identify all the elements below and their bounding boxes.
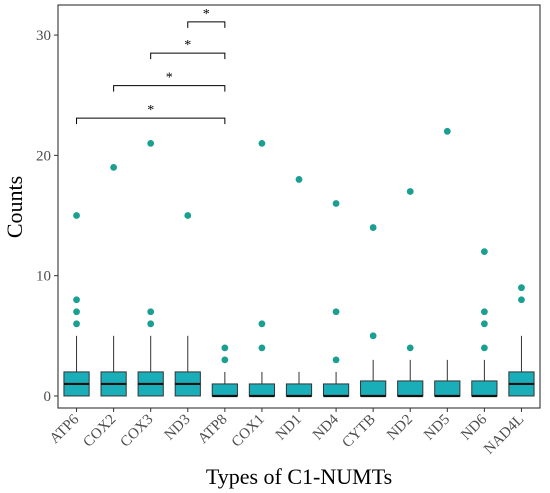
outlier-point [258,320,266,328]
outlier-point [295,176,303,183]
outlier-point [406,344,414,352]
x-tick-label: ND1 [273,412,305,444]
bracket-line [187,21,226,28]
x-tick-label: CYTB [339,412,379,452]
bracket-line [113,85,226,92]
outlier-point [147,139,155,147]
y-tick-label: 30 [36,28,51,44]
significance-bracket: * [187,7,226,28]
x-tick-label: ND6 [458,411,490,443]
outlier-point [332,308,340,316]
outlier-point [480,320,488,328]
significance-label: * [184,38,191,53]
outlier-point [73,320,80,328]
outlier-point [480,344,488,352]
box-body [248,383,276,397]
box-cox1 [248,139,276,398]
outlier-point [480,308,488,316]
x-tick-label: NAD4L [481,412,527,458]
x-tick-label: ATP6 [47,411,83,447]
y-tick-label: 20 [36,148,51,164]
significance-bracket: * [113,71,226,92]
box-nd5 [434,127,461,398]
outlier-point [332,356,340,364]
plot-panel [57,4,541,409]
significance-bracket: * [150,38,226,60]
y-axis: 0 10 20 30 [36,28,58,405]
box-nd3 [174,212,201,397]
boxes-layer [63,127,535,398]
y-tick-label: 0 [44,389,52,405]
outlier-point [258,344,266,352]
y-axis-title: Counts [2,176,27,238]
box-nd2 [397,188,424,398]
outlier-point [518,284,525,292]
box-body [471,380,498,397]
significance-bracket: * [76,103,226,125]
outlier-point [518,296,525,304]
box-body [360,380,387,397]
significance-label: * [166,71,173,86]
x-tick-label: ATP8 [195,412,230,447]
box-cox3 [137,139,164,397]
outlier-point [480,248,488,256]
outlier-point [258,139,266,147]
box-nd6 [471,248,498,398]
outlier-point [110,164,118,171]
x-tick-label: ND2 [384,412,416,444]
outlier-point [221,356,229,364]
x-tick-label: ND4 [310,411,342,443]
outlier-point [147,308,155,316]
box-nd4 [322,200,350,398]
x-axis-title: Types of C1-NUMTs [206,464,392,489]
outlier-point [332,200,340,207]
box-body [397,380,424,397]
outlier-point [369,224,377,231]
box-cox2 [100,164,127,397]
box-nad4l [508,284,535,397]
significance-layer: * * * * [76,7,226,125]
y-tick-label: 10 [36,269,51,285]
x-tick-label: ND3 [162,412,194,444]
outlier-point [73,212,80,219]
bracket-line [76,117,226,125]
box-nd1 [285,176,313,398]
x-tick-label: COX3 [118,412,157,451]
outlier-point [73,308,80,316]
box-cytb [360,224,387,398]
outlier-point [147,320,155,328]
box-body [285,383,313,397]
box-body [434,380,461,397]
x-tick-label: ND5 [421,412,453,444]
outlier-point [369,332,377,340]
outlier-point [184,212,192,219]
box-body [211,383,238,397]
outlier-point [221,344,229,352]
outlier-point [443,127,451,135]
box-body [322,383,350,397]
box-atp8 [211,344,238,398]
significance-label: * [203,7,210,22]
box-atp6 [63,212,90,397]
bracket-line [150,52,226,60]
outlier-point [406,188,414,195]
x-tick-label: COX1 [229,412,268,451]
significance-label: * [147,103,154,118]
x-tick-label: COX2 [80,412,119,451]
outlier-point [73,296,80,304]
